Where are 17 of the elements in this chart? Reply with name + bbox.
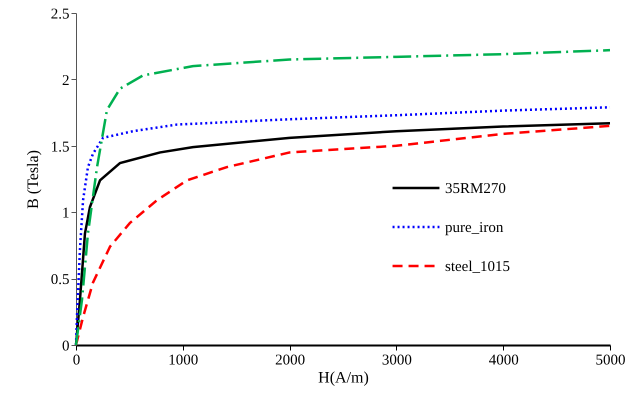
x-tick-label: 0 bbox=[72, 352, 80, 368]
y-axis-title: B (Tesla) bbox=[24, 150, 42, 209]
x-tick-label: 2000 bbox=[275, 352, 306, 368]
y-tick-label: 0.5 bbox=[50, 272, 70, 288]
x-tick-label: 5000 bbox=[596, 352, 626, 368]
x-tick-label: 1000 bbox=[168, 352, 198, 368]
x-axis-title: H(A/m) bbox=[318, 370, 369, 386]
y-tick-label: 0 bbox=[62, 338, 70, 354]
y-tick-label: 2.5 bbox=[50, 6, 70, 22]
y-tick-label: 2 bbox=[62, 72, 70, 89]
y-tick-label: 1 bbox=[62, 206, 70, 222]
x-tick-label: 3000 bbox=[382, 352, 412, 368]
y-tick-label: 1.5 bbox=[50, 139, 70, 156]
legend-label: 35RM270 bbox=[445, 181, 506, 197]
legend-label: steel_1015 bbox=[445, 259, 510, 275]
x-tick-label: 4000 bbox=[488, 352, 519, 368]
legend-label: pure_iron bbox=[445, 220, 504, 236]
